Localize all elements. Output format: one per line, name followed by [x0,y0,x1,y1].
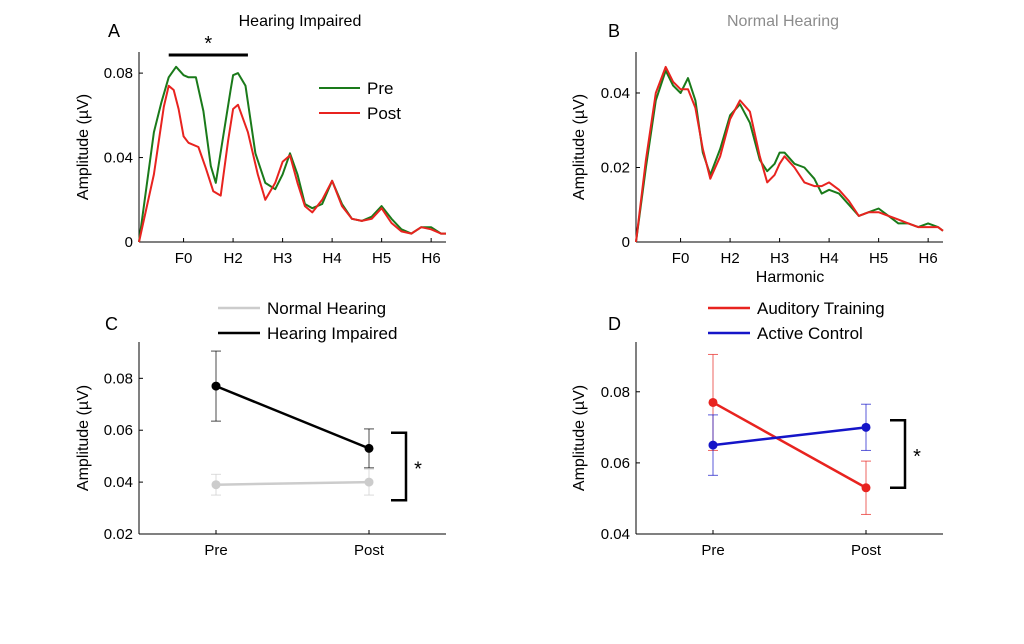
plot-layer: 0 0.04 0.08 F0 H2 H3 H4 H5 H6 * Pre Post 0 0.02 0.04 F0… [104,33,944,559]
panel-d-ylabel: Amplitude (µV) [571,385,588,491]
panel-c-normal-hearing-point [211,480,221,490]
panel-a-significance-star: * [204,33,212,55]
panel-b-xlabel: Harmonic [756,269,824,286]
panel-b-x-tick-label: H5 [869,250,888,267]
panel-b-x-tick-label: F0 [672,250,690,267]
panel-c-hearing-impaired-point [364,443,374,453]
panel-b-x-tick-label: H3 [770,250,789,267]
panel-a-legend-label: Post [367,104,401,123]
panel-d-significance-star: * [913,446,921,468]
panel-letter-a: A [108,21,120,41]
panel-d-significance-bracket [890,418,907,490]
panel-a-y-tick-label: 0.04 [104,150,133,167]
panel-a-x-tick-label: H4 [323,250,342,267]
panel-c-x-tick-label: Pre [204,542,227,559]
panel-d-legend-label: Auditory Training [757,299,885,318]
panel-a-x-tick-label: H5 [372,250,391,267]
panel-c-hearing-impaired-line [215,384,370,450]
panel-c-hearing-impaired-point [211,381,221,391]
panel-b-series-post [635,65,944,243]
panel-d-legend-label: Active Control [757,324,863,343]
panel-d-active-control-line [712,426,867,447]
panel-d-auditory-training-line [712,401,867,489]
panel-c-ylabel: Amplitude (µV) [75,385,92,491]
panel-a-series-post [138,84,446,243]
panel-b-x-tick-label: H4 [820,250,839,267]
panel-c-legend-label: Normal Hearing [267,299,386,318]
panel-b-title: Normal Hearing [727,13,839,30]
panel-a-series-pre [138,65,446,243]
panel-c-significance-star: * [414,459,422,481]
panel-c-y-tick-label: 0.04 [104,474,133,491]
panel-d-y-tick-label: 0.04 [601,526,630,543]
panel-c-normal-hearing-line [215,480,370,486]
panel-a-x-tick-label: H2 [223,250,242,267]
panel-c-y-tick-label: 0.02 [104,526,133,543]
panel-b-y-tick-label: 0 [622,234,630,251]
panel-a-x-tick-label: F0 [175,250,193,267]
panel-d-active-control-point [861,422,871,432]
panel-a-y-tick-label: 0 [125,234,133,251]
panel-d-x-tick-label: Pre [701,542,724,559]
panel-d-y-tick-label: 0.08 [601,384,630,401]
panel-d-y-tick-label: 0.06 [601,455,630,472]
panel-b-y-tick-label: 0.04 [601,85,630,102]
panel-letter-b: B [608,21,620,41]
panel-letter-d: D [608,314,621,334]
panel-a-y-tick-label: 0.08 [104,65,133,82]
panel-d-active-control-point [708,440,718,450]
panel-c-legend-label: Hearing Impaired [267,324,397,343]
panel-d-auditory-training-point [861,483,871,493]
panel-b-ylabel: Amplitude (µV) [571,94,588,200]
panel-d-auditory-training-point [708,397,718,407]
panel-d-x-tick-label: Post [851,542,882,559]
panel-b-x-tick-label: H2 [720,250,739,267]
panel-b-x-tick-label: H6 [919,250,938,267]
panel-a-ylabel: Amplitude (µV) [75,94,92,200]
panel-c-y-tick-label: 0.08 [104,370,133,387]
panel-a-title: Hearing Impaired [239,13,362,30]
panel-c-normal-hearing-point [364,477,374,487]
panel-c-x-tick-label: Post [354,542,385,559]
panel-a-x-tick-label: H6 [422,250,441,267]
panel-b-y-tick-label: 0.02 [601,159,630,176]
panel-a-legend-label: Pre [367,79,393,98]
panel-c-y-tick-label: 0.06 [104,422,133,439]
panel-a-x-tick-label: H3 [273,250,292,267]
panel-c-significance-bracket [391,431,408,502]
panel-letter-c: C [105,314,118,334]
